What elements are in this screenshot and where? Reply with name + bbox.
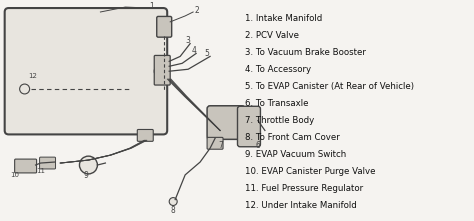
Text: 6: 6: [256, 141, 261, 150]
Text: 7. Throttle Body: 7. Throttle Body: [245, 116, 314, 125]
Text: 7: 7: [218, 141, 223, 150]
Circle shape: [154, 65, 166, 77]
Text: 10: 10: [11, 172, 19, 178]
FancyBboxPatch shape: [207, 137, 223, 149]
Text: 10. EVAP Canister Purge Valve: 10. EVAP Canister Purge Valve: [245, 167, 375, 176]
Text: 2: 2: [194, 6, 199, 15]
Circle shape: [19, 84, 29, 94]
FancyBboxPatch shape: [15, 159, 36, 173]
FancyBboxPatch shape: [207, 106, 245, 139]
FancyBboxPatch shape: [154, 55, 170, 85]
Text: 12. Under Intake Manifold: 12. Under Intake Manifold: [245, 201, 357, 210]
Text: 11: 11: [36, 168, 46, 174]
Text: 8. To Front Cam Cover: 8. To Front Cam Cover: [245, 133, 340, 142]
Text: 3: 3: [185, 36, 190, 45]
FancyBboxPatch shape: [137, 130, 153, 141]
Text: 4. To Accessory: 4. To Accessory: [245, 65, 311, 74]
Text: 11. Fuel Pressure Regulator: 11. Fuel Pressure Regulator: [245, 184, 363, 193]
FancyBboxPatch shape: [237, 106, 260, 147]
Text: 8: 8: [170, 206, 175, 215]
Text: 12: 12: [28, 73, 37, 79]
FancyBboxPatch shape: [5, 8, 167, 134]
Text: 4: 4: [191, 46, 196, 55]
Text: 6. To Transaxle: 6. To Transaxle: [245, 99, 309, 108]
FancyBboxPatch shape: [157, 16, 172, 37]
Circle shape: [80, 156, 98, 174]
Text: 2. PCV Valve: 2. PCV Valve: [245, 31, 299, 40]
Text: 1: 1: [149, 2, 154, 11]
Text: 3. To Vacuum Brake Booster: 3. To Vacuum Brake Booster: [245, 48, 366, 57]
Text: 1. Intake Manifold: 1. Intake Manifold: [245, 14, 322, 23]
Text: 9: 9: [83, 171, 88, 180]
FancyBboxPatch shape: [40, 157, 55, 169]
Circle shape: [169, 198, 177, 206]
Text: 9. EVAP Vacuum Switch: 9. EVAP Vacuum Switch: [245, 150, 346, 159]
Text: 5: 5: [204, 49, 209, 58]
Text: 5. To EVAP Canister (At Rear of Vehicle): 5. To EVAP Canister (At Rear of Vehicle): [245, 82, 414, 91]
